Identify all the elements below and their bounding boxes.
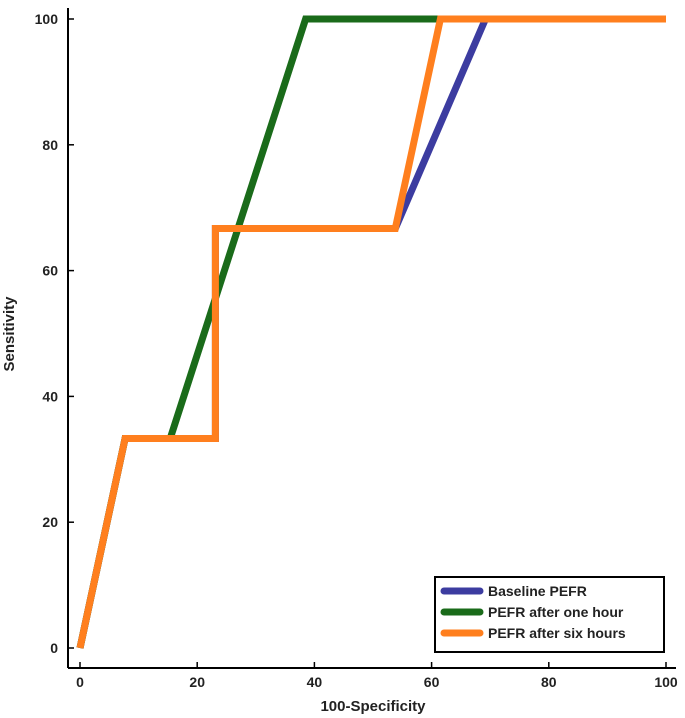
y-axis-title: Sensitivity [1, 296, 18, 372]
series-line-2 [76, 15, 666, 649]
x-tick-label: 100 [654, 674, 678, 690]
y-ticks: 0 20 40 60 80 100 [35, 11, 74, 656]
y-tick-label: 20 [42, 514, 58, 530]
axes [67, 8, 676, 669]
x-axis-title: 100-Specificity [320, 698, 426, 715]
x-ticks: 0 20 40 60 80 100 [76, 662, 678, 690]
series-line-0 [76, 15, 666, 649]
x-tick-label: 0 [76, 674, 84, 690]
x-tick-label: 40 [307, 674, 323, 690]
y-tick-label: 80 [42, 137, 58, 153]
y-tick-label: 40 [42, 388, 58, 404]
x-tick-label: 60 [424, 674, 440, 690]
x-tick-label: 80 [541, 674, 557, 690]
series-line-1 [76, 15, 666, 649]
legend-label-2: PEFR after six hours [488, 625, 626, 641]
legend-label-1: PEFR after one hour [488, 604, 624, 620]
y-tick-label: 0 [50, 640, 58, 656]
legend: Baseline PEFR PEFR after one hour PEFR aft… [434, 576, 665, 653]
y-tick-label: 100 [35, 11, 59, 27]
x-tick-label: 20 [189, 674, 205, 690]
y-tick-label: 60 [42, 263, 58, 279]
series-layer [76, 15, 666, 649]
legend-label-0: Baseline PEFR [488, 583, 587, 599]
